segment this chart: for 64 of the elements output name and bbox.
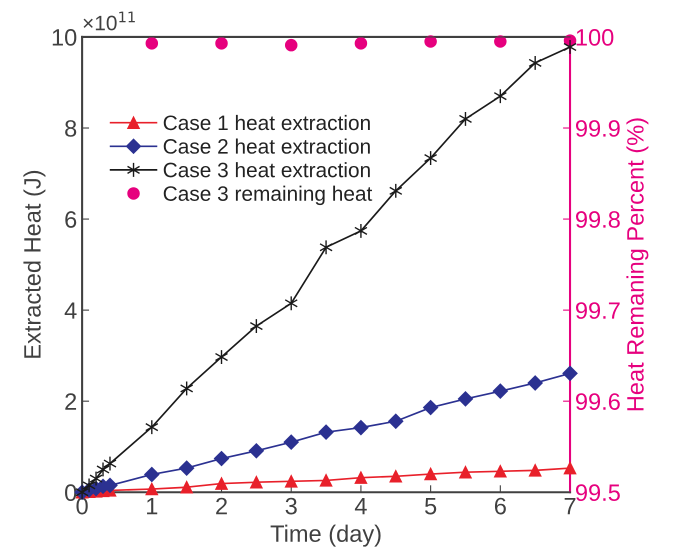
y2-axis-title: Heat Remaning Percent (%) bbox=[626, 118, 648, 410]
x-tick-label: 3 bbox=[286, 498, 297, 514]
y-axis-title: Extracted Heat (J) bbox=[23, 170, 46, 358]
y2-tick-label: 99.8 bbox=[576, 211, 620, 228]
y2-tick-label: 100 bbox=[576, 29, 614, 46]
point bbox=[215, 477, 228, 490]
y-tick-label: 6 bbox=[65, 211, 76, 228]
point bbox=[284, 296, 298, 311]
text: ×10$^{11}$ bbox=[84, 12, 135, 30]
point bbox=[144, 466, 160, 482]
legend-label: Case 2 heat extraction bbox=[164, 138, 370, 154]
y-tick-label: 8 bbox=[65, 120, 76, 137]
point bbox=[388, 414, 404, 429]
y-tick-label: 2 bbox=[65, 393, 76, 410]
point bbox=[528, 55, 542, 71]
legend-label: Case 3 heat extraction bbox=[164, 162, 370, 178]
point bbox=[458, 391, 474, 406]
point bbox=[564, 462, 576, 474]
point bbox=[214, 450, 230, 466]
point bbox=[284, 475, 298, 488]
point bbox=[562, 366, 578, 381]
y-tick-label: 0 bbox=[65, 484, 76, 502]
point bbox=[494, 465, 507, 478]
point bbox=[179, 460, 194, 476]
x-tick-label: 2 bbox=[216, 498, 227, 514]
x-tick-label: 7 bbox=[564, 498, 576, 514]
point bbox=[250, 318, 264, 334]
point bbox=[320, 474, 332, 487]
point bbox=[424, 150, 438, 166]
y2-tick-label: 99.9 bbox=[576, 120, 620, 137]
x-tick-label: 4 bbox=[354, 498, 367, 514]
point bbox=[492, 384, 508, 399]
y2-tick-label: 99.5 bbox=[576, 484, 620, 502]
point bbox=[284, 434, 299, 450]
point bbox=[459, 466, 472, 478]
point bbox=[146, 482, 158, 496]
x-tick-label: 6 bbox=[494, 498, 506, 514]
y2-tick-label: 99.7 bbox=[576, 302, 620, 319]
point bbox=[494, 88, 508, 104]
legend-label: Case 3 remaining heat bbox=[164, 186, 372, 206]
point bbox=[354, 223, 368, 239]
point bbox=[354, 471, 368, 484]
y-tick-label: 10 bbox=[52, 29, 76, 46]
point bbox=[528, 375, 543, 391]
y-tick-label: 4 bbox=[64, 302, 77, 319]
point bbox=[250, 476, 263, 488]
point bbox=[180, 480, 193, 494]
point bbox=[180, 380, 194, 396]
point bbox=[145, 419, 159, 435]
point bbox=[248, 443, 264, 458]
x-tick-label: 5 bbox=[425, 498, 436, 514]
x-axis-title: Time (day) bbox=[270, 524, 381, 547]
point bbox=[319, 240, 333, 255]
point bbox=[390, 470, 402, 483]
x-tick-label: 1 bbox=[147, 498, 158, 514]
point bbox=[82, 478, 96, 494]
point bbox=[423, 400, 438, 416]
point bbox=[389, 183, 402, 198]
point bbox=[424, 468, 437, 480]
point bbox=[528, 464, 542, 477]
point bbox=[353, 420, 368, 436]
legend-label: Case 1 heat extraction bbox=[164, 114, 370, 130]
y2-tick-label: 99.6 bbox=[576, 393, 620, 410]
point bbox=[318, 424, 334, 440]
